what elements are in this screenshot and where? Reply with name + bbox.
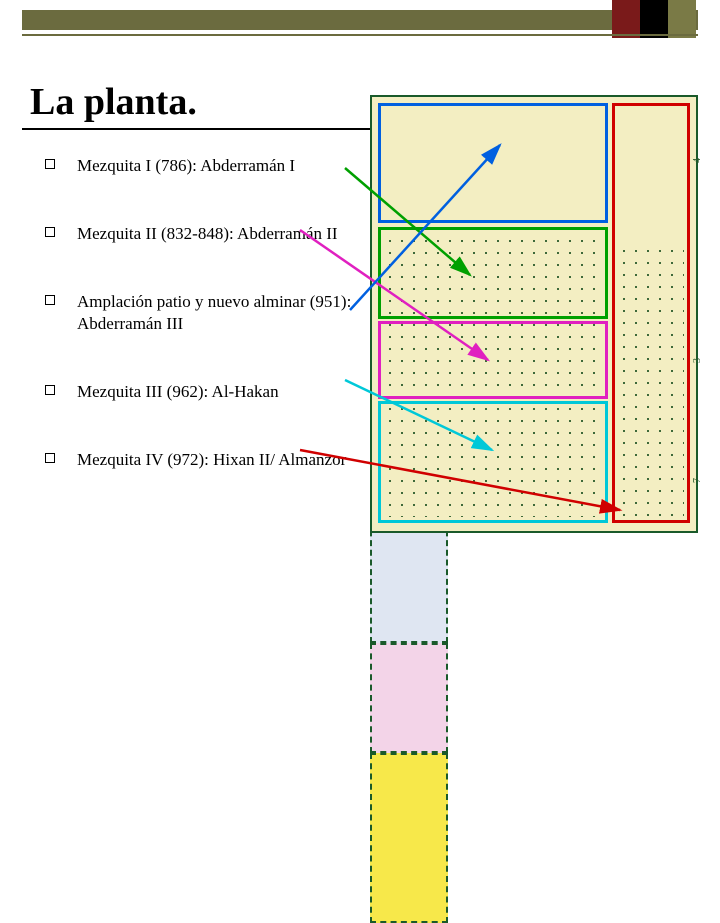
bullet-text: Mezquita IV (972): Hixan II/ Almanzor — [77, 449, 365, 471]
header-main-stripe — [22, 10, 698, 30]
phase-outline-2 — [378, 321, 608, 399]
floor-plan: 4 3 7 — [370, 95, 698, 533]
list-item: Mezquita II (832-848): Abderramán II — [45, 223, 365, 245]
header-bar — [0, 0, 720, 38]
bullet-icon — [45, 227, 55, 237]
list-item: Mezquita III (962): Al-Hakan — [45, 381, 365, 403]
scale-label: 4 — [692, 158, 703, 163]
scale-label: 3 — [692, 358, 703, 363]
list-item: Mezquita IV (972): Hixan II/ Almanzor — [45, 449, 365, 471]
header-accent-olive — [668, 0, 696, 38]
bullet-icon — [45, 295, 55, 305]
bullet-text: Mezquita III (962): Al-Hakan — [77, 381, 365, 403]
bullet-text: Mezquita II (832-848): Abderramán II — [77, 223, 365, 245]
phase-outline-3 — [378, 103, 608, 223]
phase-outline-4 — [378, 401, 608, 523]
bullet-icon — [45, 159, 55, 169]
scale-label: 7 — [692, 478, 703, 483]
bullet-icon — [45, 385, 55, 395]
bullet-list: Mezquita I (786): Abderramán I Mezquita … — [45, 155, 365, 518]
zone-ext-bot — [370, 753, 448, 923]
slide-title: La planta. — [30, 80, 197, 124]
header-accent-black — [640, 0, 668, 38]
phase-outline-1 — [378, 227, 608, 319]
list-item: Amplación patio y nuevo alminar (951): A… — [45, 291, 365, 335]
bullet-icon — [45, 453, 55, 463]
header-underline — [22, 34, 698, 36]
phase-outline-5 — [612, 103, 690, 523]
header-accent-red — [612, 0, 640, 38]
list-item: Mezquita I (786): Abderramán I — [45, 155, 365, 177]
bullet-text: Mezquita I (786): Abderramán I — [77, 155, 365, 177]
bullet-text: Amplación patio y nuevo alminar (951): A… — [77, 291, 365, 335]
zone-ext-mid — [370, 643, 448, 753]
